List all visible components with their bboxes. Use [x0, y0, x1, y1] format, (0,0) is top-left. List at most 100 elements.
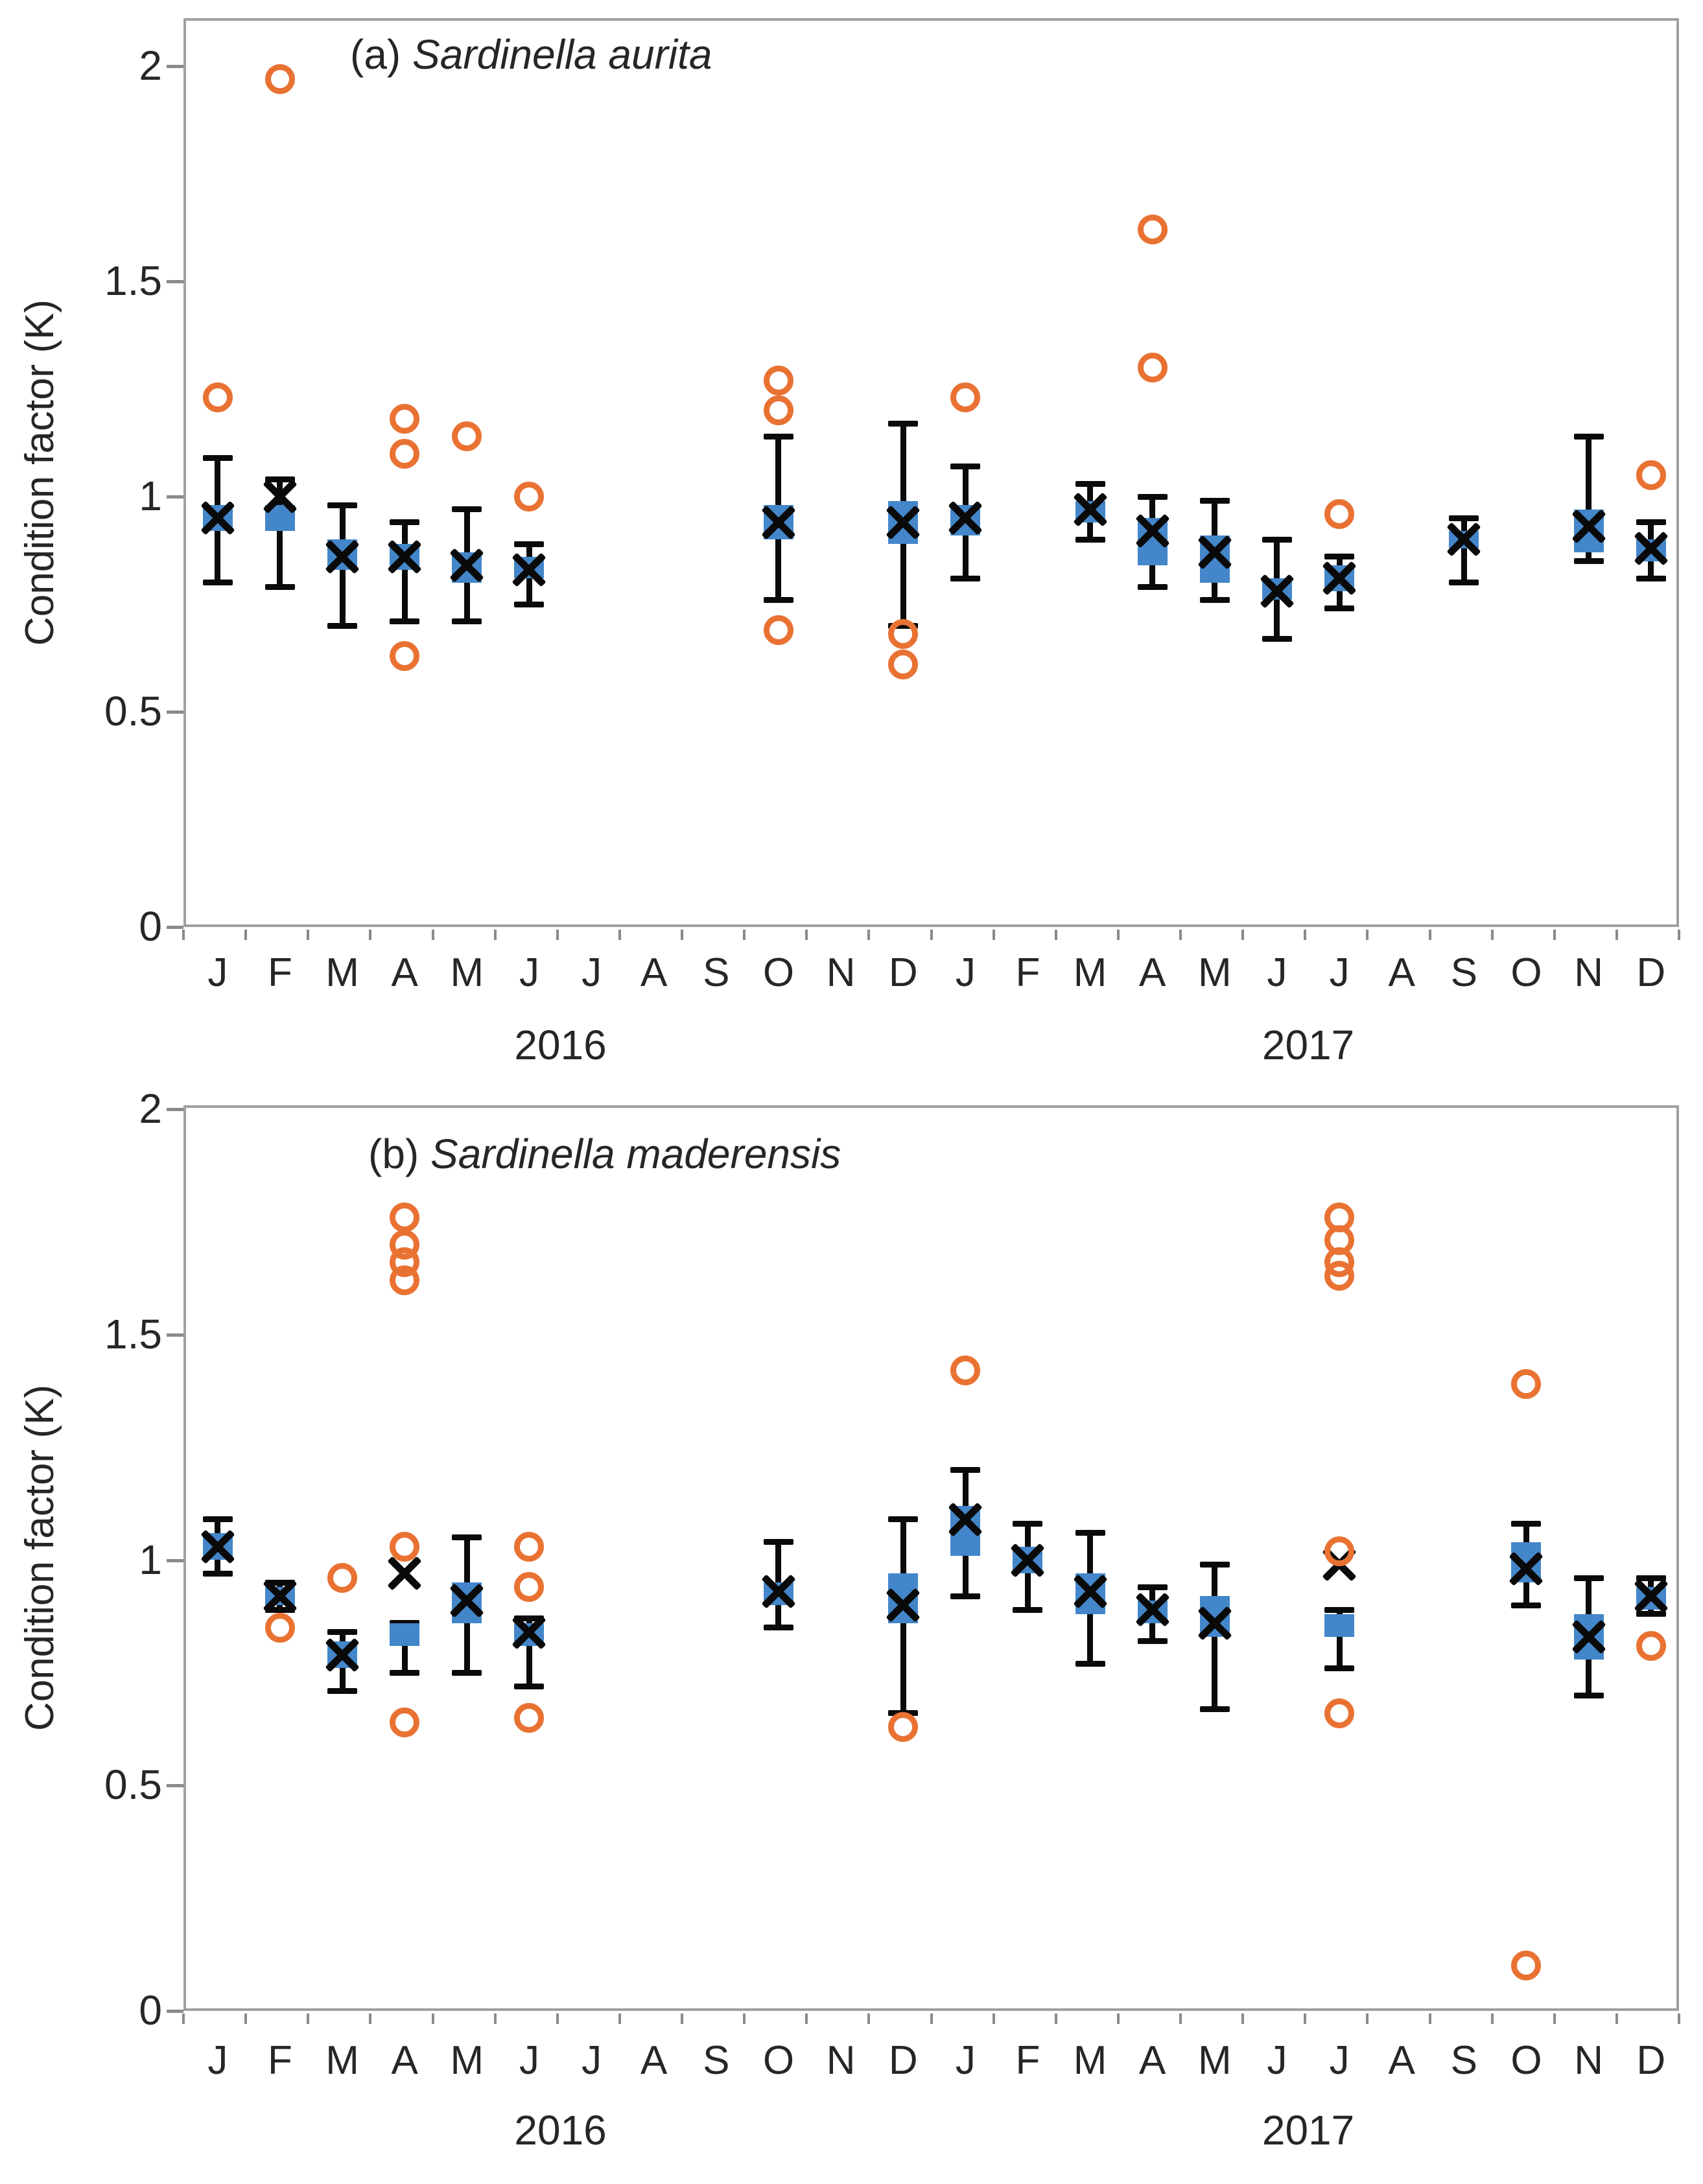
- x-month-label-a: J: [955, 950, 976, 995]
- mean-x-marker: [950, 1504, 981, 1535]
- whisker-cap-bottom: [1324, 1665, 1355, 1671]
- y-tick-mark-a: [167, 926, 183, 929]
- y-tick-mark-b: [167, 1784, 183, 1788]
- outlier-circle: [763, 615, 793, 645]
- x-month-label-a: S: [703, 950, 730, 995]
- x-month-label-b: A: [391, 2038, 418, 2083]
- outlier-circle: [888, 619, 919, 650]
- whisker-cap-top: [1075, 1530, 1105, 1536]
- whisker-cap-bottom: [327, 622, 358, 629]
- mean-x-marker: [1573, 1621, 1604, 1652]
- outlier-circle: [1324, 1261, 1355, 1291]
- x-tick-mark-b: [493, 2014, 497, 2024]
- outlier-circle: [514, 1531, 545, 1562]
- mean-x-marker: [389, 1558, 420, 1589]
- x-month-label-b: J: [519, 2038, 539, 2083]
- mean-x-marker: [451, 550, 482, 581]
- x-month-label-a: D: [888, 950, 918, 995]
- outlier-circle: [390, 404, 420, 434]
- chart-b-title-prefix: (b): [368, 1131, 419, 1177]
- mean-x-marker: [264, 481, 296, 512]
- x-month-label-b: J: [955, 2038, 976, 2083]
- mean-x-marker: [1075, 494, 1106, 525]
- mean-x-marker: [1075, 1576, 1106, 1607]
- x-month-label-b: J: [207, 2038, 228, 2083]
- outlier-circle: [950, 1356, 981, 1386]
- x-tick-mark-b: [681, 2014, 683, 2024]
- x-tick-mark-a: [805, 930, 808, 940]
- x-tick-mark-a: [1615, 930, 1618, 940]
- x-year-label-a: 2016: [514, 1022, 607, 1068]
- whisker-cap-top: [327, 1629, 358, 1636]
- x-tick-mark-a: [1428, 930, 1431, 940]
- y-tick-label-b: 0: [139, 1987, 162, 2034]
- whisker-line: [1336, 1610, 1343, 1669]
- x-tick-mark-b: [1366, 2014, 1369, 2024]
- whisker-cap-bottom: [327, 1687, 358, 1694]
- x-tick-mark-b: [930, 2014, 933, 2024]
- x-tick-mark-a: [556, 930, 559, 940]
- x-month-label-b: N: [1574, 2038, 1603, 2083]
- x-month-label-a: S: [1450, 950, 1478, 995]
- whisker-cap-top: [264, 476, 295, 482]
- whisker-cap-top: [1013, 1521, 1043, 1527]
- mean-x-marker: [1262, 576, 1293, 607]
- x-tick-mark-b: [1678, 2014, 1680, 2024]
- y-tick-mark-a: [167, 710, 183, 714]
- outlier-circle: [390, 1707, 420, 1737]
- x-month-label-a: M: [450, 950, 484, 995]
- x-tick-mark-b: [1428, 2014, 1431, 2024]
- plot-area-a: [183, 18, 1679, 927]
- x-month-label-b: O: [762, 2038, 795, 2083]
- outlier-circle: [888, 1711, 919, 1742]
- whisker-cap-bottom: [1199, 596, 1230, 603]
- x-tick-mark-a: [1116, 930, 1120, 940]
- whisker-cap-top: [1573, 1575, 1604, 1581]
- chart-b-title: (b) Sardinella maderensis: [368, 1133, 841, 1175]
- x-month-label-b: J: [1267, 2038, 1287, 2083]
- outlier-circle: [1636, 1630, 1666, 1661]
- x-tick-mark-a: [1179, 930, 1182, 940]
- quartile-box-marker: [390, 1623, 420, 1646]
- x-month-label-a: A: [1388, 950, 1415, 995]
- x-tick-mark-a: [182, 930, 185, 940]
- whisker-cap-bottom: [452, 618, 482, 625]
- whisker-cap-bottom: [1137, 1638, 1168, 1645]
- x-month-label-a: J: [581, 950, 602, 995]
- outlier-circle: [1137, 215, 1168, 245]
- x-tick-mark-b: [743, 2014, 746, 2024]
- y-tick-mark-b: [167, 1108, 183, 1111]
- x-tick-mark-a: [992, 930, 995, 940]
- y-tick-label-a: 0: [139, 903, 162, 950]
- whisker-cap-bottom: [950, 1593, 981, 1599]
- whisker-cap-bottom: [950, 575, 981, 581]
- mean-x-marker: [1324, 563, 1355, 594]
- x-tick-mark-b: [244, 2014, 248, 2024]
- whisker-cap-top: [1137, 1584, 1168, 1590]
- x-tick-mark-a: [930, 930, 933, 940]
- mean-x-marker: [887, 1590, 919, 1621]
- mean-x-marker: [763, 1576, 794, 1607]
- x-month-label-a: M: [1073, 950, 1107, 995]
- x-tick-mark-b: [1116, 2014, 1120, 2024]
- whisker-cap-bottom: [1262, 635, 1292, 642]
- whisker-cap-top: [1449, 515, 1479, 521]
- outlier-circle: [390, 1202, 420, 1232]
- whisker-cap-bottom: [202, 580, 233, 586]
- y-tick-label-b: 0.5: [104, 1761, 162, 1809]
- whisker-cap-bottom: [1013, 1606, 1043, 1613]
- x-month-label-b: D: [888, 2038, 918, 2083]
- x-month-label-a: F: [1015, 950, 1040, 995]
- mean-x-marker: [1137, 1594, 1168, 1625]
- whisker-cap-top: [1636, 1575, 1666, 1581]
- outlier-circle: [1511, 1369, 1542, 1400]
- x-tick-mark-b: [431, 2014, 434, 2024]
- x-tick-mark-b: [1553, 2014, 1556, 2024]
- whisker-cap-bottom: [202, 1570, 233, 1577]
- whisker-cap-top: [390, 519, 420, 526]
- x-tick-mark-a: [307, 930, 310, 940]
- x-month-label-a: J: [1267, 950, 1287, 995]
- outlier-circle: [202, 382, 233, 413]
- mean-x-marker: [950, 502, 981, 534]
